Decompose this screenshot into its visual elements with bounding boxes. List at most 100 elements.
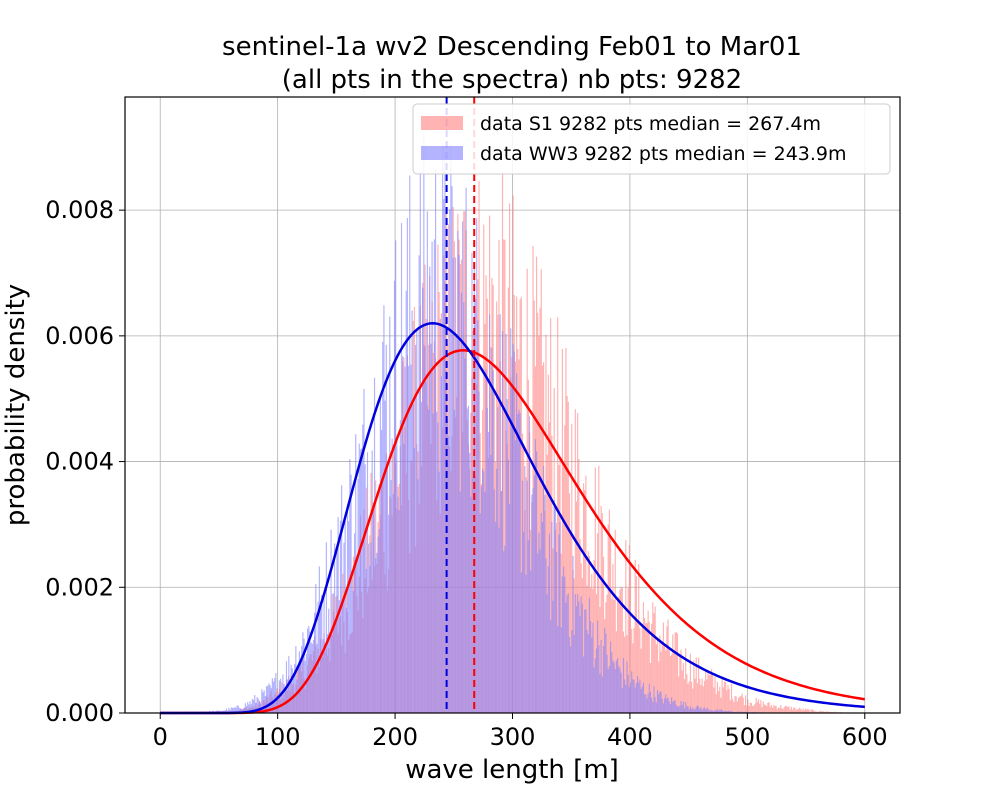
histogram-bar (682, 663, 684, 713)
histogram-bar (489, 314, 491, 713)
histogram-bar (735, 696, 737, 713)
histogram-bar (618, 665, 620, 713)
histogram-bar (613, 600, 615, 713)
histogram-bar (757, 699, 760, 713)
histogram-bar (728, 689, 730, 713)
histogram-bar (655, 702, 657, 713)
histogram-bar (386, 465, 389, 713)
histogram-bar (311, 643, 313, 713)
histogram-bar (561, 576, 563, 713)
histogram-bar (788, 706, 790, 713)
histogram-bar (357, 479, 359, 713)
histogram-bar (581, 603, 583, 713)
histogram-bar (302, 632, 304, 713)
histogram-bar (756, 701, 758, 713)
histogram-bar (764, 704, 767, 713)
histogram-bar (786, 705, 788, 713)
histogram-bar (660, 651, 662, 713)
histogram-bar (797, 709, 800, 713)
histogram-bar (733, 702, 735, 713)
histogram-bar (774, 706, 776, 713)
histogram-bar (334, 543, 336, 713)
histogram-bar (639, 628, 641, 713)
histogram-bar (552, 600, 554, 713)
histogram-bar (276, 695, 278, 713)
histogram-bar (553, 500, 555, 713)
histogram-bar (722, 687, 724, 713)
histogram-bar (344, 519, 346, 713)
histogram-bar (602, 556, 605, 713)
histogram-bar (432, 413, 434, 713)
histogram-bar (809, 711, 811, 713)
histogram-bar (309, 631, 311, 713)
histogram-bar (662, 622, 664, 713)
histogram-bar (813, 710, 815, 713)
histogram-bar (498, 527, 500, 713)
histogram-bar (383, 305, 385, 713)
histogram-bar (732, 698, 734, 713)
histogram-bar (826, 711, 828, 713)
histogram-bar (393, 280, 396, 713)
histogram-bar (263, 690, 265, 713)
histogram-bar (310, 642, 312, 713)
histogram-bar (244, 703, 246, 713)
chart-title-line1: sentinel-1a wv2 Descending Feb01 to Mar0… (222, 32, 802, 62)
histogram-bar (554, 505, 556, 713)
histogram-bar (760, 700, 762, 713)
histogram-bar (593, 667, 595, 713)
histogram-bar (702, 708, 704, 713)
histogram-bar (267, 685, 269, 713)
histogram-bar (713, 687, 715, 713)
histogram-bar (368, 543, 370, 713)
histogram-bar (348, 521, 350, 713)
histogram-bar (341, 485, 343, 713)
histogram-bar (236, 705, 238, 713)
histogram-bar (437, 422, 439, 713)
histogram-bar (690, 708, 693, 713)
histogram-bar (615, 660, 618, 713)
histogram-bar (635, 683, 637, 713)
histogram-bar (645, 623, 647, 713)
histogram-bar (275, 673, 277, 713)
histogram-bar (378, 529, 380, 713)
histogram-bar (723, 681, 726, 713)
histogram-bar (272, 681, 275, 713)
histogram-bar (493, 489, 495, 713)
histogram-bar (755, 697, 757, 713)
histogram-bar (242, 708, 244, 713)
histogram-bar (796, 708, 798, 713)
histogram-bar (237, 705, 239, 713)
histogram-bar (547, 566, 549, 713)
histogram-bar (403, 444, 405, 713)
histogram-bar (430, 343, 432, 713)
histogram-bar (361, 448, 363, 713)
histogram-bar (568, 637, 571, 713)
histogram-bar (405, 290, 407, 713)
histogram-bar (269, 684, 271, 713)
histogram-bar (295, 646, 297, 713)
y-tick-label: 0.002 (45, 573, 114, 601)
histogram-bar (474, 298, 477, 713)
histogram-bar (689, 706, 691, 713)
fit-curves (160, 322, 865, 715)
histogram-bar (653, 686, 655, 713)
histogram-bar (701, 678, 703, 713)
histogram-bar (770, 704, 773, 713)
histogram-bar (768, 702, 770, 713)
histogram-bar (324, 642, 326, 713)
histogram-bar (772, 707, 774, 713)
histogram-bar (800, 708, 802, 713)
histogram-bar (417, 479, 419, 713)
histogram-bar (249, 701, 251, 713)
histogram-bar (660, 691, 662, 713)
histogram-bar (665, 650, 667, 713)
histogram-bar (713, 710, 715, 713)
histogram-bar (642, 682, 645, 713)
histogram-bar (661, 642, 663, 713)
histogram-bar (671, 654, 673, 713)
histogram-bar (534, 439, 536, 713)
histogram-bar (541, 522, 544, 713)
histogram-bar (593, 560, 595, 713)
histogram-bar (240, 708, 242, 713)
histogram-bar (763, 704, 765, 713)
